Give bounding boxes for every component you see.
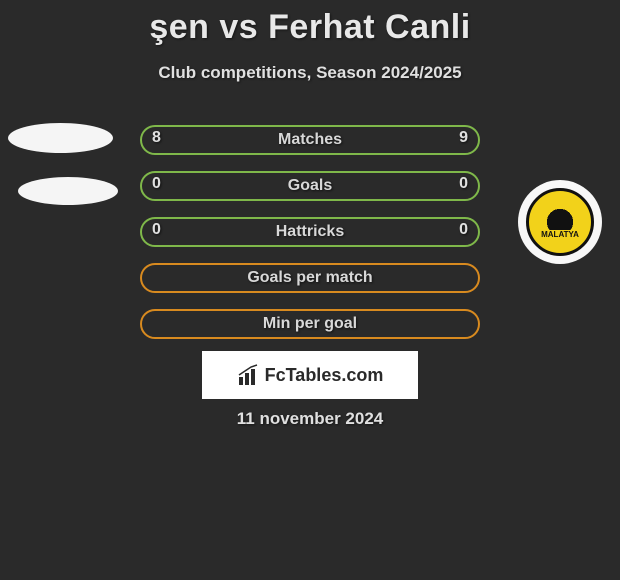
comparison-title: şen vs Ferhat Canli	[0, 0, 620, 47]
stats-area: Matches 8 9 Goals 0 0 Hattricks 0 0 Goals per mat…	[0, 117, 620, 347]
brand-box: FcTables.com	[202, 351, 418, 399]
stat-pill: Hattricks	[140, 217, 480, 247]
stat-label: Goals	[288, 177, 332, 195]
infographic-date: 11 november 2024	[0, 409, 620, 429]
bars-icon	[237, 363, 261, 387]
stat-label: Hattricks	[276, 223, 344, 241]
stat-value-right: 0	[459, 221, 468, 239]
stat-label: Goals per match	[247, 269, 372, 287]
stat-row: Hattricks 0 0	[0, 209, 620, 255]
stat-row: Matches 8 9	[0, 117, 620, 163]
stat-value-left: 8	[152, 129, 161, 147]
stat-pill: Matches	[140, 125, 480, 155]
stat-row: Goals per match	[0, 255, 620, 301]
stat-label: Matches	[278, 131, 342, 149]
stat-row: Min per goal	[0, 301, 620, 347]
stat-pill: Goals	[140, 171, 480, 201]
stat-row: Goals 0 0	[0, 163, 620, 209]
stat-label: Min per goal	[263, 315, 357, 333]
stat-pill: Min per goal	[140, 309, 480, 339]
stat-pill: Goals per match	[140, 263, 480, 293]
stat-value-right: 9	[459, 129, 468, 147]
comparison-subtitle: Club competitions, Season 2024/2025	[0, 63, 620, 83]
stat-value-right: 0	[459, 175, 468, 193]
brand-text: FcTables.com	[265, 365, 384, 386]
stat-value-left: 0	[152, 175, 161, 193]
stat-value-left: 0	[152, 221, 161, 239]
